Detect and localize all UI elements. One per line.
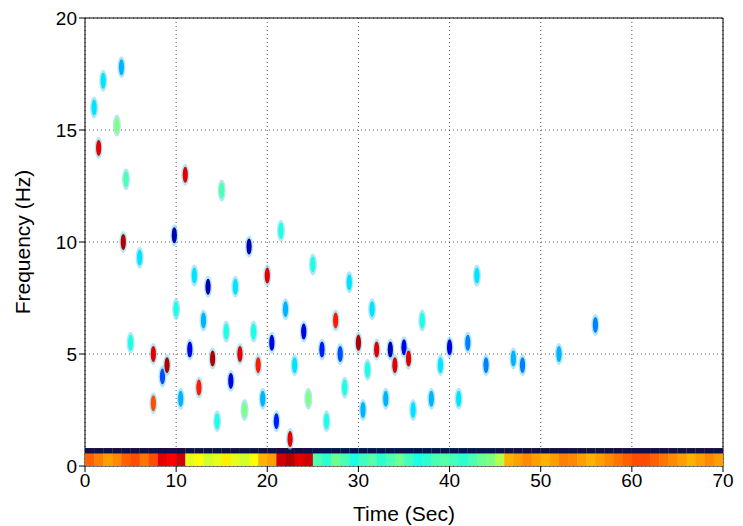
svg-text:0: 0 bbox=[66, 456, 77, 477]
svg-text:20: 20 bbox=[257, 470, 278, 491]
svg-text:Time (Sec): Time (Sec) bbox=[353, 502, 455, 525]
svg-text:30: 30 bbox=[348, 470, 369, 491]
svg-text:5: 5 bbox=[66, 344, 77, 365]
svg-text:Frequency (Hz): Frequency (Hz) bbox=[11, 170, 34, 315]
svg-text:15: 15 bbox=[56, 120, 77, 141]
svg-text:60: 60 bbox=[621, 470, 642, 491]
svg-text:10: 10 bbox=[166, 470, 187, 491]
svg-text:50: 50 bbox=[530, 470, 551, 491]
svg-text:70: 70 bbox=[712, 470, 733, 491]
svg-text:0: 0 bbox=[80, 470, 91, 491]
svg-text:40: 40 bbox=[439, 470, 460, 491]
svg-text:20: 20 bbox=[56, 8, 77, 29]
svg-text:10: 10 bbox=[56, 232, 77, 253]
